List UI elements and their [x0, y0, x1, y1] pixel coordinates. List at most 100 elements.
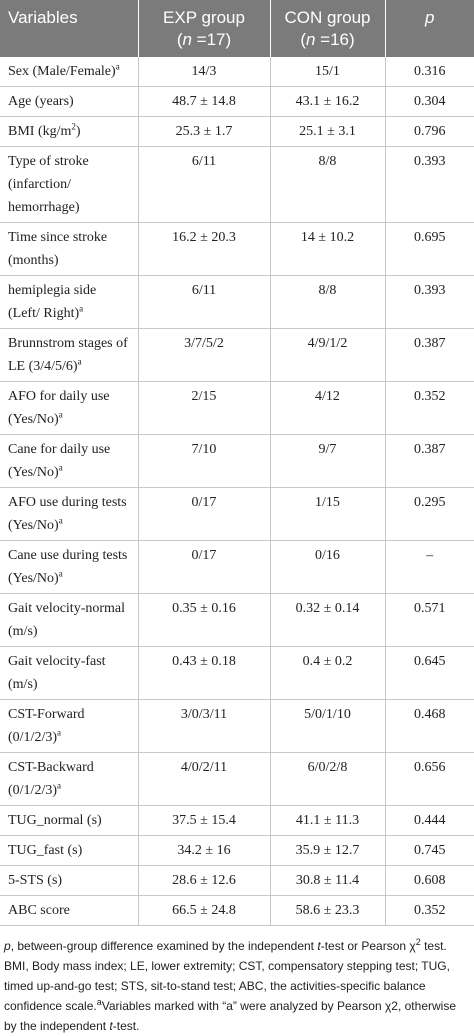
cell-text: 16.2 ± 20.3: [172, 230, 236, 245]
exp-cell: 3/0/3/11: [137, 699, 270, 753]
p-value-cell: 0.352: [384, 895, 474, 926]
p-value-cell: 0.796: [384, 116, 474, 147]
table-body: Sex (Male/Female)a 14/3 15/1 0.316 Age (year…: [0, 57, 474, 926]
header-sample: (n =17): [177, 30, 231, 49]
cell-text: 14/3: [191, 64, 217, 79]
table-row: Age (years) 48.7 ± 14.8 43.1 ± 16.2 0.304: [0, 86, 474, 117]
con-cell: 5/0/1/10: [269, 699, 385, 753]
table-row: AFO for daily use (Yes/No)a 2/15 4/12 0.352: [0, 381, 474, 435]
header-cell: CON group (n =16): [269, 0, 385, 57]
footnote: p, between-group difference examined by …: [0, 926, 474, 1036]
cell-text: 4/9/1/2: [307, 336, 348, 351]
p-value-cell: 0.393: [384, 146, 474, 223]
variable-cell: Sex (Male/Female)a: [0, 57, 138, 87]
cell-text: 28.6 ± 12.6: [172, 873, 236, 888]
cell-text: 6/0/2/8: [307, 760, 348, 775]
variable-cell: hemiplegia side (Left/ Right)a: [0, 275, 138, 329]
con-cell: 1/15: [269, 487, 385, 541]
con-cell: 4/12: [269, 381, 385, 435]
p-value-cell: 0.645: [384, 646, 474, 700]
header-text: EXP group: [163, 8, 245, 27]
exp-cell: 0/17: [137, 540, 270, 594]
cell-text: 9/7: [318, 442, 337, 457]
variable-cell: CST-Backward (0/1/2/3)a: [0, 752, 138, 806]
p-value-cell: 0.571: [384, 593, 474, 647]
text: =16): [315, 30, 355, 49]
cell-text: 0.608: [414, 873, 446, 888]
variable-cell: Age (years): [0, 86, 138, 117]
table: Variables EXP group (n =17) CON group (n =…: [0, 0, 474, 926]
table-row: 5-STS (s) 28.6 ± 12.6 30.8 ± 11.4 0.608: [0, 865, 474, 896]
cell-text: 1/15: [315, 495, 340, 510]
cell-text: 25.1 ± 3.1: [299, 124, 356, 139]
variable-label: Sex (Male/Female): [8, 64, 116, 79]
header-text: Variables: [8, 8, 78, 27]
exp-cell: 3/7/5/2: [137, 328, 270, 382]
cell-text: 0/17: [191, 548, 217, 563]
cell-text: 25.3 ± 1.7: [175, 124, 233, 139]
header-row: Variables EXP group (n =17) CON group (n =…: [0, 0, 474, 57]
table-row: Type of stroke (infarction/ hemorrhage) 6…: [0, 146, 474, 223]
cell-text: 0.656: [414, 760, 446, 775]
variable-cell: Gait velocity-normal (m/s): [0, 593, 138, 647]
cell-text: 0.444: [414, 813, 446, 828]
cell-text: 5/0/1/10: [304, 707, 351, 722]
variable-label: CST-Backward (0/1/2/3): [8, 760, 94, 798]
variable-cell: 5-STS (s): [0, 865, 138, 896]
p-value-cell: 0.387: [384, 328, 474, 382]
con-cell: 0.32 ± 0.14: [269, 593, 385, 647]
italic-text: t: [109, 1019, 113, 1033]
cell-text: 15/1: [315, 64, 340, 79]
cell-text: 34.2 ± 16: [177, 843, 231, 858]
table-row: Time since stroke (months) 16.2 ± 20.3 14 …: [0, 222, 474, 276]
cell-text: 0.352: [414, 389, 446, 404]
exp-cell: 4/0/2/11: [137, 752, 270, 806]
cell-text: 0.796: [414, 124, 446, 139]
cell-text: 0.352: [414, 903, 446, 918]
exp-cell: 0/17: [137, 487, 270, 541]
superscript: a: [58, 462, 63, 473]
variable-label: TUG_fast (s): [8, 843, 83, 858]
table-row: Brunnstrom stages of LE (3/4/5/6)a 3/7/5/…: [0, 328, 474, 382]
text: -test.: [112, 1019, 140, 1033]
table-row: Sex (Male/Female)a 14/3 15/1 0.316: [0, 57, 474, 87]
header-cell: Variables: [0, 0, 138, 57]
superscript: a: [57, 727, 61, 738]
text: , between-group difference examined by t…: [10, 939, 318, 953]
superscript: a: [58, 409, 63, 420]
exp-cell: 16.2 ± 20.3: [137, 222, 270, 276]
cell-text: 0.304: [414, 94, 446, 109]
table-row: ABC score 66.5 ± 24.8 58.6 ± 23.3 0.352: [0, 895, 474, 926]
variable-label: ABC score: [8, 903, 70, 918]
variable-label: Gait velocity-fast (m/s): [8, 654, 106, 692]
italic-text: p: [4, 939, 11, 953]
variable-cell: TUG_fast (s): [0, 835, 138, 866]
cell-text: 14 ± 10.2: [300, 230, 355, 245]
variable-label: TUG_normal (s): [8, 813, 102, 828]
exp-cell: 28.6 ± 12.6: [137, 865, 270, 896]
superscript: a: [57, 780, 61, 791]
table-row: TUG_fast (s) 34.2 ± 16 35.9 ± 12.7 0.745: [0, 835, 474, 866]
variable-label: Brunnstrom stages of LE (3/4/5/6): [8, 336, 128, 374]
p-value-cell: 0.352: [384, 381, 474, 435]
cell-text: 8/8: [318, 154, 337, 169]
cell-text: 41.1 ± 11.3: [295, 813, 360, 828]
header-cell: EXP group (n =17): [137, 0, 270, 57]
exp-cell: 2/15: [137, 381, 270, 435]
cell-text: 0.316: [414, 64, 446, 79]
header-text: p: [425, 8, 435, 27]
p-value-cell: 0.444: [384, 805, 474, 836]
cell-text: 3/0/3/11: [180, 707, 228, 722]
con-cell: 8/8: [269, 146, 385, 223]
cell-text: 8/8: [318, 283, 337, 298]
con-cell: 9/7: [269, 434, 385, 488]
cell-text: 0.32 ± 0.14: [295, 601, 360, 616]
text: =17): [191, 30, 232, 49]
italic-text: n: [305, 30, 316, 49]
variable-cell: Brunnstrom stages of LE (3/4/5/6)a: [0, 328, 138, 382]
table-row: CST-Forward (0/1/2/3)a 3/0/3/11 5/0/1/10 0.…: [0, 699, 474, 753]
con-cell: 30.8 ± 11.4: [269, 865, 385, 896]
text: Variables marked with “a” were analyzed …: [4, 999, 456, 1033]
